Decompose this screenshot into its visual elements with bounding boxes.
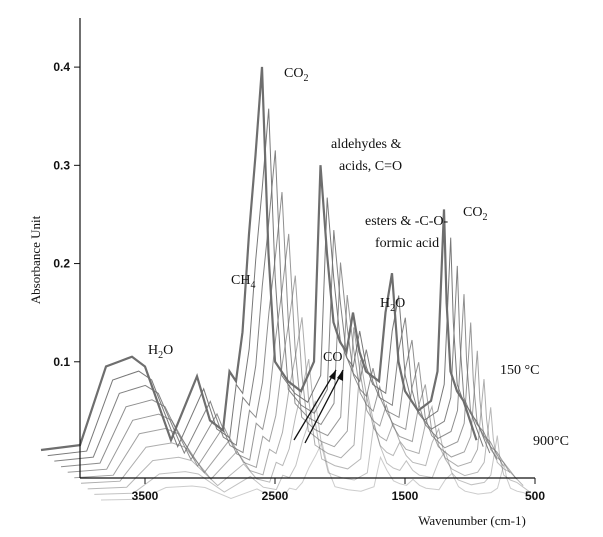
annotation-label: acids, C=O [339,159,402,174]
y-tick-label: 0.4 [53,60,70,74]
co-arrow-1 [293,369,337,441]
y-axis-title: Absorbance Unit [28,215,43,304]
x-tick-label: 1500 [392,489,419,503]
x-tick-label: 500 [525,489,545,503]
annotation-label: 150 °C [500,363,539,378]
annotation-label: CO [323,350,342,365]
annotation-label: 900°C [533,434,569,449]
co-arrows [293,369,344,444]
co-arrow-1-head [329,370,336,380]
annotation-label: H2O [148,343,173,361]
x-axis-title: Wavenumber (cm-1) [418,513,526,528]
y-ticks: 0.1 0.2 0.3 0.4 [53,60,80,369]
x-tick-label: 3500 [132,489,159,503]
annotation-label: CO2 [284,66,308,84]
annotations: CO2 aldehydes & acids, C=O CO2 esters & -C-O… [148,66,569,449]
annotation-label: esters & -C-O- [365,214,449,229]
spectra-traces [40,66,537,501]
spectrum-trace [60,192,497,468]
annotation-label: CH4 [231,273,255,291]
y-tick-label: 0.2 [53,257,70,271]
spectrum-trace [67,233,504,473]
annotation-label: H2O [380,296,405,314]
spectrum-trace [47,108,484,457]
x-tick-label: 2500 [262,489,289,503]
annotation-label: aldehydes & [331,137,401,152]
spectrum-trace [54,150,491,462]
y-tick-label: 0.3 [53,158,70,172]
spectrum-trace [100,441,537,501]
spectrum-trace [40,66,478,452]
annotation-label: CO2 [463,205,487,223]
co-arrow-2-head [337,370,343,381]
axes [79,18,535,479]
x-ticks: 3500 2500 1500 500 [132,478,545,503]
spectrum-trace [74,275,511,479]
annotation-label: formic acid [375,236,439,251]
co-arrow-2 [304,369,344,444]
spectrum-trace [80,317,517,484]
y-tick-label: 0.1 [53,355,70,369]
spectrum-trace [87,358,524,490]
